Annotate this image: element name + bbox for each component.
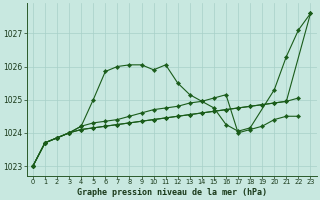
X-axis label: Graphe pression niveau de la mer (hPa): Graphe pression niveau de la mer (hPa)	[77, 188, 267, 197]
